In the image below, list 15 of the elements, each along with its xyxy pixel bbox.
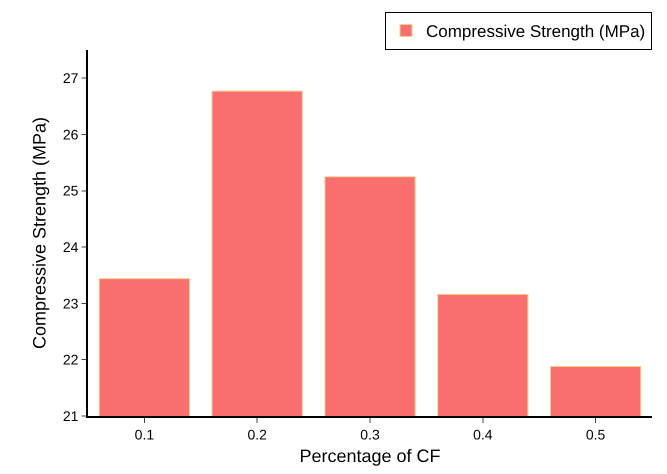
x-tick-label: 0.3 xyxy=(360,426,380,443)
x-tick-label: 0.5 xyxy=(586,426,606,443)
y-tick-label: 27 xyxy=(62,70,79,86)
y-tick-label: 22 xyxy=(62,352,79,368)
x-tick-label: 0.4 xyxy=(473,426,493,443)
x-axis-title: Percentage of CF xyxy=(299,446,441,466)
y-tick-label: 21 xyxy=(62,408,79,424)
y-tick-label: 25 xyxy=(62,182,79,199)
y-tick-label: 26 xyxy=(62,126,79,142)
y-tick-label: 23 xyxy=(62,295,79,312)
x-tick-label: 0.1 xyxy=(134,426,154,443)
y-tick-label: 24 xyxy=(62,238,79,255)
x-tick-label: 0.2 xyxy=(247,426,268,443)
legend-label: Compressive Strength (MPa) xyxy=(426,22,646,42)
y-axis-title: Compressive Strength (MPa) xyxy=(30,116,50,350)
